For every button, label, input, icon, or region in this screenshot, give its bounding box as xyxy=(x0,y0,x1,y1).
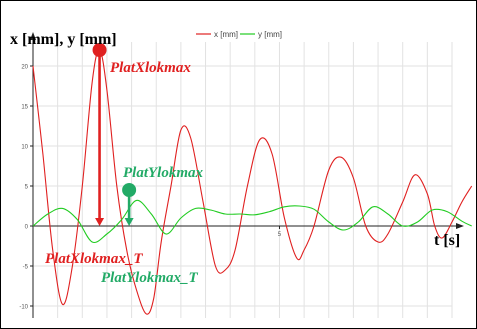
x-tick-label: 5 xyxy=(278,232,282,238)
x-axis-label: t [s] xyxy=(434,232,460,249)
y-ticks: -10 -5 0 5 10 15 20 xyxy=(19,65,33,311)
grid xyxy=(33,42,453,318)
x-axis-arrow-icon xyxy=(456,223,464,229)
axes xyxy=(30,32,464,318)
platylokmax-marker xyxy=(122,183,137,197)
y-tick-label: -10 xyxy=(19,305,28,311)
platylokmax-arrow-head-icon xyxy=(124,218,134,226)
annotation-platylokmax-t: PlatYlokmax_T xyxy=(101,270,198,286)
y-tick-label: 5 xyxy=(25,185,29,191)
y-tick-label: 15 xyxy=(21,105,28,111)
annotation-platxlokmax: PlatXlokmax xyxy=(110,60,191,76)
series-line-x xyxy=(32,49,473,315)
y-tick-label: 20 xyxy=(21,65,28,71)
y-axis-arrow-icon xyxy=(30,32,36,40)
y-tick-label: 10 xyxy=(21,145,28,151)
y-axis-label: x [mm], y [mm] xyxy=(10,31,117,48)
y-tick-label: -5 xyxy=(23,265,29,271)
legend-x-label: x [mm] xyxy=(214,30,238,39)
annotation-platylokmax: PlatYlokmax xyxy=(123,165,203,181)
x-ticks: 5 xyxy=(278,226,282,238)
legend: x [mm] y [mm] xyxy=(196,30,282,39)
y-tick-label: 0 xyxy=(25,225,29,231)
series-line-y xyxy=(32,199,472,244)
legend-y-label: y [mm] xyxy=(258,30,282,39)
annotations xyxy=(92,43,137,226)
annotation-platxlokmax-t: PlatXlokmax_T xyxy=(45,251,143,267)
series-layer xyxy=(32,49,473,315)
platxlokmax-arrow-head-icon xyxy=(95,218,105,226)
platxlokmax-marker xyxy=(92,43,107,57)
